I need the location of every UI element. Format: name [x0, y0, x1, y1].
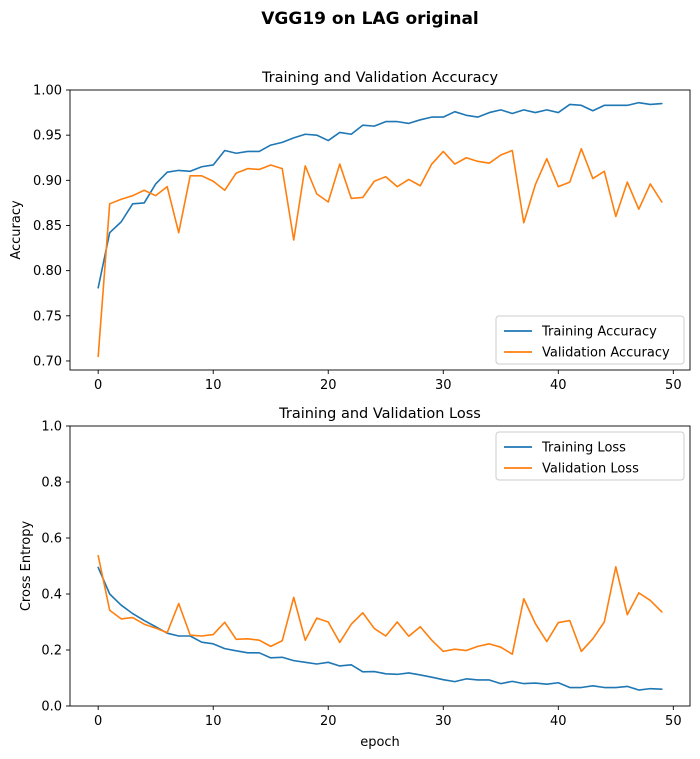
- loss-y-axis-label: Cross Entropy: [19, 521, 34, 612]
- accuracy-y-tick-label: 0.75: [33, 309, 62, 324]
- loss-y-tick-label: 0.0: [41, 700, 62, 715]
- accuracy-x-tick-label: 30: [435, 378, 452, 393]
- accuracy-y-tick-label: 1.00: [33, 84, 62, 99]
- figure-suptitle: VGG19 on LAG original: [261, 9, 479, 29]
- loss-legend: [495, 431, 685, 481]
- loss-x-tick-label: 20: [320, 714, 337, 729]
- accuracy-chart: Training and Validation Accuracy Accurac…: [9, 70, 691, 393]
- loss-chart: Training and Validation Loss Cross Entro…: [19, 406, 691, 750]
- accuracy-series-training-line: [97, 101, 663, 289]
- accuracy-x-tick-label: 40: [550, 378, 567, 393]
- loss-y-tick-label: 0.2: [41, 644, 62, 659]
- accuracy-series-validation-line: [97, 147, 663, 358]
- accuracy-legend-training-label: Training Accuracy: [541, 325, 657, 340]
- accuracy-y-tick-label: 0.95: [33, 129, 62, 144]
- loss-x-tick-label: 30: [435, 714, 452, 729]
- loss-series-training-line: [97, 566, 663, 691]
- loss-y-tick-label: 0.6: [41, 532, 62, 547]
- accuracy-x-tick-label: 50: [665, 378, 682, 393]
- loss-legend-training-label: Training Loss: [541, 441, 626, 456]
- accuracy-legend-validation-label: Validation Accuracy: [542, 346, 670, 361]
- accuracy-x-tick-label: 10: [205, 378, 222, 393]
- loss-axes-frame: [69, 425, 691, 707]
- loss-y-tick-label: 0.8: [41, 476, 62, 491]
- loss-series-validation-line: [97, 554, 663, 656]
- accuracy-y-tick-label: 0.90: [33, 174, 62, 189]
- accuracy-y-tick-label: 0.80: [33, 264, 62, 279]
- accuracy-x-tick-label: 20: [320, 378, 337, 393]
- accuracy-y-axis-label: Accuracy: [9, 200, 24, 260]
- accuracy-y-tick-label: 0.85: [33, 219, 62, 234]
- loss-x-tick-label: 0: [94, 714, 102, 729]
- accuracy-axes-frame: [69, 89, 691, 371]
- loss-chart-title: Training and Validation Loss: [278, 406, 481, 422]
- accuracy-x-tick-label: 0: [94, 378, 102, 393]
- accuracy-legend: [495, 315, 685, 365]
- loss-y-tick-label: 0.4: [41, 588, 62, 603]
- accuracy-y-tick-label: 0.70: [33, 354, 62, 369]
- loss-x-tick-label: 50: [665, 714, 682, 729]
- loss-legend-validation-label: Validation Loss: [542, 462, 639, 477]
- loss-x-tick-label: 40: [550, 714, 567, 729]
- loss-y-tick-label: 1.0: [41, 420, 62, 435]
- loss-x-axis-label: epoch: [360, 735, 400, 750]
- loss-x-tick-label: 10: [205, 714, 222, 729]
- accuracy-chart-title: Training and Validation Accuracy: [261, 70, 499, 86]
